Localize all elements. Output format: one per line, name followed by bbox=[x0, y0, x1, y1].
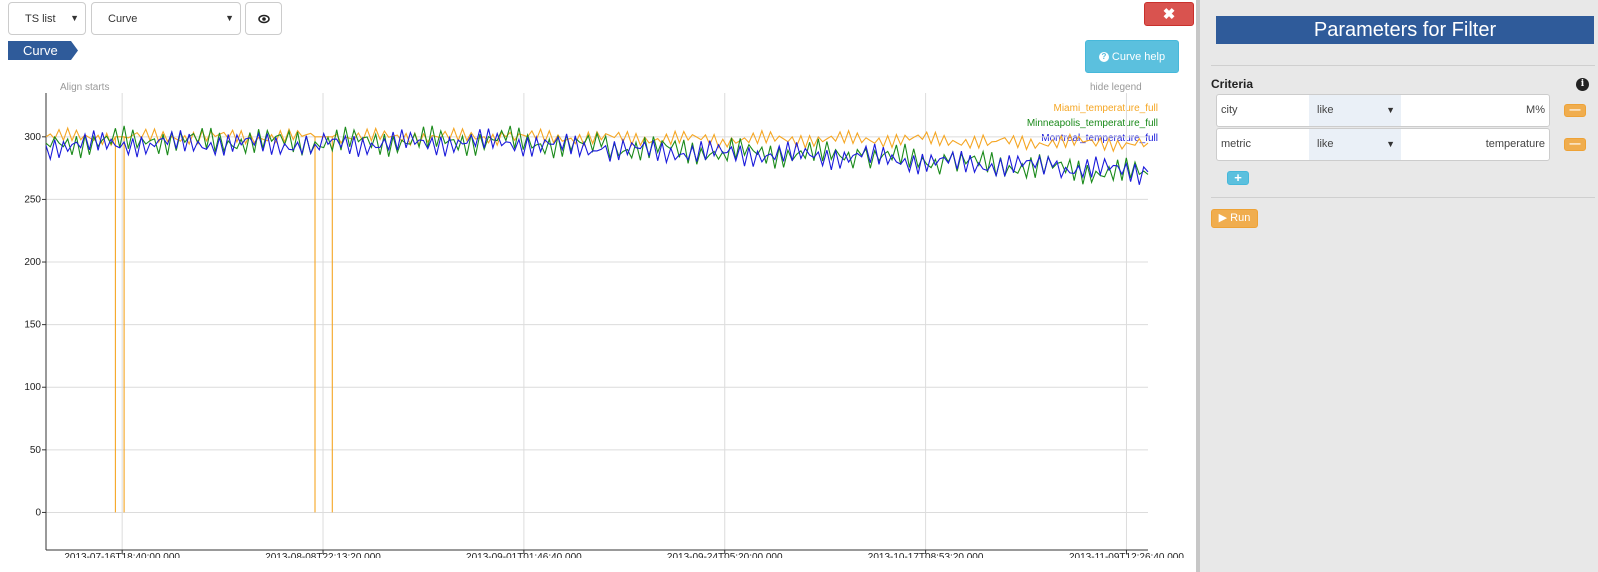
x-tick-label: 2013-09-24T05:20:00.000 bbox=[667, 552, 783, 558]
criteria-label: Criteria bbox=[1211, 77, 1254, 91]
chevron-down-icon: ▼ bbox=[70, 13, 79, 23]
align-starts-link[interactable]: Align starts bbox=[60, 82, 110, 93]
x-tick-label: 2013-10-17T08:53:20.000 bbox=[868, 552, 984, 558]
ts-list-select-label: TS list bbox=[25, 12, 56, 25]
y-tick-label: 150 bbox=[24, 320, 41, 331]
x-tick-label: 2013-09-01T01:46:40.000 bbox=[466, 552, 582, 558]
y-tick-label: 200 bbox=[24, 257, 41, 268]
view-select[interactable]: Curve ▼ bbox=[91, 2, 241, 35]
criteria-operator-select[interactable]: like ▼ bbox=[1309, 95, 1401, 126]
operator-label: like bbox=[1317, 104, 1334, 116]
run-button[interactable]: ▶ Run bbox=[1211, 209, 1258, 228]
series-line-montreal bbox=[45, 128, 1149, 185]
add-criteria-button[interactable]: + bbox=[1227, 171, 1249, 185]
eye-button[interactable] bbox=[245, 2, 282, 35]
run-label: Run bbox=[1230, 212, 1251, 224]
curve-help-button[interactable]: ? Curve help bbox=[1085, 40, 1179, 73]
x-tick-label: 2013-11-09T12:26:40.000 bbox=[1069, 552, 1184, 558]
ts-list-select[interactable]: TS list ▼ bbox=[8, 2, 86, 35]
chevron-down-icon: ▼ bbox=[1386, 139, 1395, 149]
panel-title: Parameters for Filter bbox=[1216, 16, 1594, 44]
curve-tag: Curve bbox=[8, 41, 78, 60]
view-select-label: Curve bbox=[108, 12, 138, 25]
criteria-row: metric like ▼ temperature bbox=[1216, 128, 1550, 161]
eye-icon bbox=[257, 14, 270, 23]
criteria-field-input[interactable]: metric bbox=[1221, 138, 1251, 150]
close-button[interactable]: ✖ bbox=[1144, 2, 1194, 26]
remove-criteria-button[interactable]: — bbox=[1564, 104, 1586, 117]
x-tick-label: 2013-08-08T22:13:20.000 bbox=[265, 552, 381, 558]
y-tick-label: 0 bbox=[35, 507, 41, 518]
play-icon: ▶ bbox=[1218, 212, 1228, 224]
question-icon: ? bbox=[1098, 51, 1109, 62]
operator-label: like bbox=[1317, 138, 1334, 150]
chevron-down-icon: ▼ bbox=[1386, 105, 1395, 115]
close-icon: ✖ bbox=[1162, 6, 1176, 23]
series-line-miami bbox=[45, 126, 1149, 513]
chevron-down-icon: ▼ bbox=[225, 13, 234, 23]
criteria-field-input[interactable]: city bbox=[1221, 104, 1238, 116]
legend-item-miami[interactable]: Miami_temperature_full bbox=[1053, 103, 1159, 114]
criteria-value-input[interactable]: temperature bbox=[1485, 138, 1545, 150]
criteria-value-input[interactable]: M% bbox=[1526, 104, 1545, 116]
y-tick-label: 300 bbox=[24, 132, 41, 143]
criteria-operator-select[interactable]: like ▼ bbox=[1309, 129, 1401, 160]
remove-criteria-button[interactable]: — bbox=[1564, 138, 1586, 151]
legend-item-minneapolis[interactable]: Minneapolis_temperature_full bbox=[1026, 118, 1158, 129]
divider bbox=[1211, 65, 1595, 66]
x-tick-label: 2013-07-16T18:40:00.000 bbox=[64, 552, 180, 558]
filter-panel: Parameters for Filter Criteria i city li… bbox=[1200, 0, 1598, 572]
criteria-row: city like ▼ M% bbox=[1216, 94, 1550, 127]
panel-divider[interactable] bbox=[1196, 0, 1200, 572]
series-line-minneapolis bbox=[45, 125, 1149, 185]
divider bbox=[1211, 197, 1595, 198]
y-tick-label: 100 bbox=[24, 382, 41, 393]
hide-legend-link[interactable]: hide legend bbox=[1090, 82, 1142, 93]
y-tick-label: 250 bbox=[24, 194, 41, 205]
info-icon[interactable]: i bbox=[1576, 78, 1589, 91]
y-tick-label: 50 bbox=[30, 445, 42, 456]
curve-help-label: Curve help bbox=[1111, 50, 1166, 63]
curve-chart[interactable]: 300 250 200 150 100 50 0 2013-07-16T18:40:00.00… bbox=[0, 88, 1190, 558]
